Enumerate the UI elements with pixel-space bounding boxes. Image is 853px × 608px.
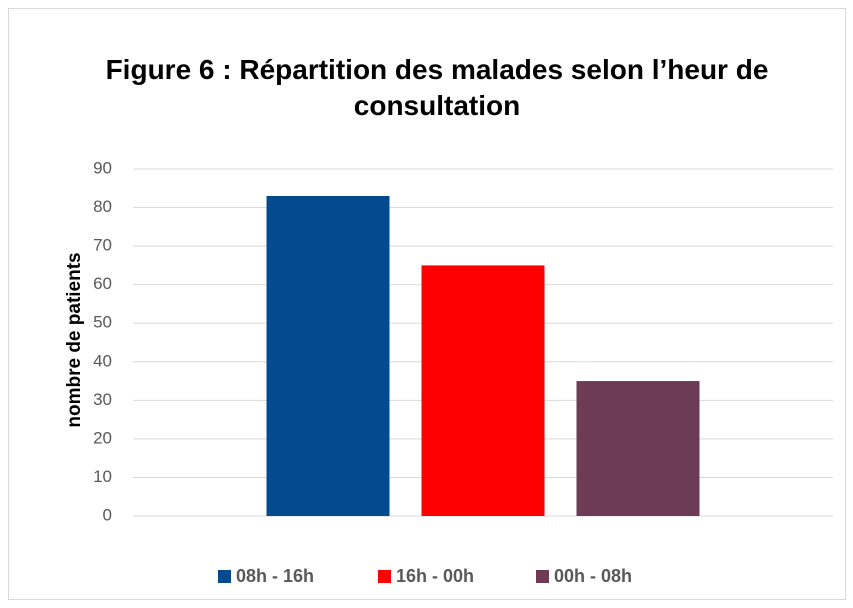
y-tick-label: 50: [93, 313, 112, 332]
chart-title: Figure 6 : Répartition des malades selon…: [105, 54, 769, 121]
bar: [266, 195, 390, 516]
y-tick-label: 20: [93, 428, 112, 447]
legend-swatch: [378, 570, 391, 583]
legend-label: 08h - 16h: [236, 566, 314, 586]
y-axis-label: nombre de patients: [64, 252, 85, 427]
legend-label: 00h - 08h: [554, 566, 632, 586]
y-tick-label: 80: [93, 197, 112, 216]
legend-label: 16h - 00h: [396, 566, 474, 586]
y-tick-label: 40: [93, 351, 112, 370]
legend-swatch: [536, 570, 549, 583]
y-tick-label: 0: [103, 505, 112, 524]
legend-swatch: [218, 570, 231, 583]
y-tick-label: 70: [93, 236, 112, 255]
bar: [421, 265, 545, 516]
y-tick-label: 90: [93, 158, 112, 177]
y-tick-label: 60: [93, 274, 112, 293]
y-tick-label: 10: [93, 467, 112, 486]
y-tick-label: 30: [93, 390, 112, 409]
bar: [576, 381, 700, 516]
